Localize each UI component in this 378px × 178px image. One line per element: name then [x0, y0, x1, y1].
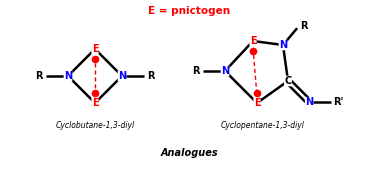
Text: R': R'	[333, 97, 343, 107]
Text: R: R	[192, 66, 200, 76]
Text: R: R	[147, 71, 155, 81]
Text: Cyclobutane-1,3-diyl: Cyclobutane-1,3-diyl	[56, 121, 135, 130]
Text: E: E	[250, 36, 256, 46]
Text: Analogues: Analogues	[160, 148, 218, 158]
Text: R: R	[301, 21, 308, 31]
Text: E = pnictogen: E = pnictogen	[148, 6, 230, 16]
Text: E: E	[92, 44, 98, 54]
Text: Cyclopentane-1,3-diyl: Cyclopentane-1,3-diyl	[221, 121, 305, 130]
Text: N: N	[305, 97, 313, 107]
Text: R: R	[35, 71, 43, 81]
Text: E: E	[254, 98, 260, 108]
Text: N: N	[279, 40, 287, 50]
Text: N: N	[221, 66, 229, 76]
Text: E: E	[92, 98, 98, 108]
Text: C: C	[284, 76, 291, 86]
Text: N: N	[64, 71, 72, 81]
Text: N: N	[118, 71, 126, 81]
